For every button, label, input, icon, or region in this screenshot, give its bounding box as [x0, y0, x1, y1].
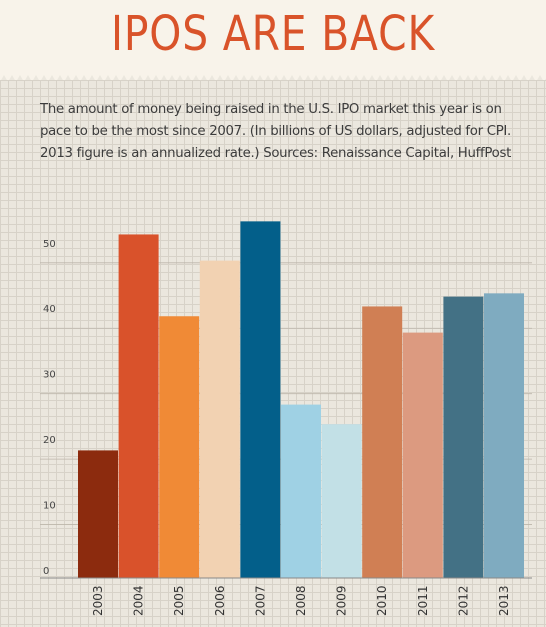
y-tick-label: 30 — [43, 370, 56, 381]
x-tick-label: 2008 — [294, 585, 308, 616]
y-tick-label: 50 — [43, 239, 56, 250]
x-tick-label: 2011 — [416, 585, 430, 616]
y-tick-label: 20 — [43, 435, 56, 446]
x-tick-label: 2013 — [497, 585, 511, 616]
x-tick-label: 2004 — [132, 585, 146, 616]
bar-2009 — [321, 424, 362, 578]
x-tick-label: 2009 — [335, 585, 349, 616]
bar-2012 — [443, 296, 484, 578]
y-tick-label: 0 — [43, 566, 49, 577]
bar-2011 — [402, 332, 443, 578]
bar-2006 — [199, 260, 240, 578]
bar-2007 — [240, 221, 281, 578]
chart-subtitle: The amount of money being raised in the … — [40, 102, 512, 161]
bar-2003 — [78, 450, 118, 578]
x-tick-label: 2003 — [91, 585, 105, 616]
bar-2005 — [159, 316, 200, 578]
bar-2008 — [281, 404, 321, 578]
bar-2013 — [484, 293, 524, 578]
x-tick-label: 2010 — [375, 585, 389, 616]
x-tick-label: 2005 — [172, 585, 186, 616]
x-tick-label: 2012 — [456, 585, 470, 616]
x-tick-label: 2007 — [253, 585, 267, 616]
y-tick-label: 40 — [43, 304, 56, 315]
y-tick-label: 10 — [43, 501, 56, 512]
x-tick-label: 2006 — [213, 585, 227, 616]
page-title: IPOS ARE BACK — [110, 6, 436, 62]
header: IPOS ARE BACK — [0, 0, 546, 82]
bar-2010 — [362, 306, 403, 578]
bar-2004 — [118, 234, 159, 578]
